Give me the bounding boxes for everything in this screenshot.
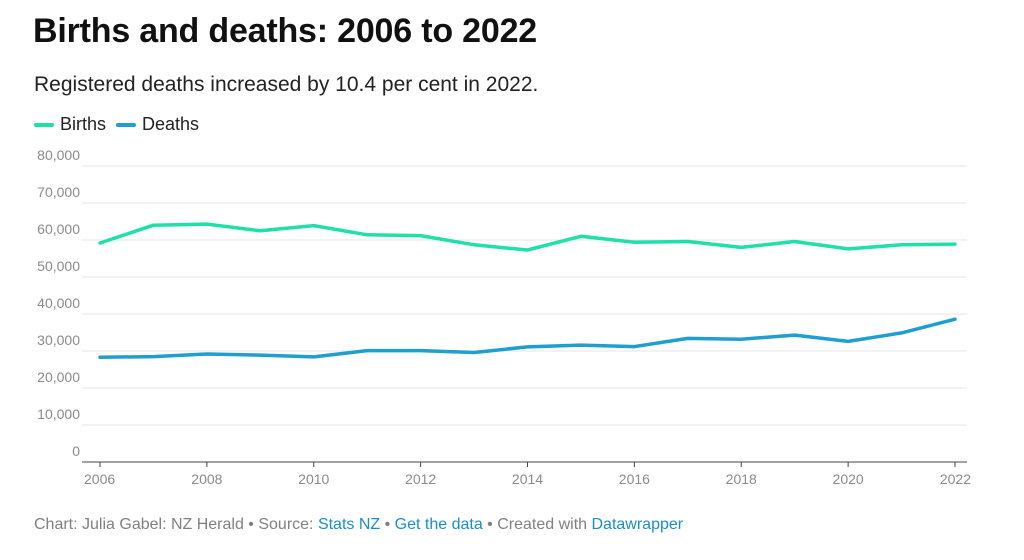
series-line-births (98, 222, 957, 252)
y-tick-label: 10,000 (37, 406, 80, 422)
y-tick-label: 60,000 (37, 221, 80, 237)
y-tick-label: 0 (72, 443, 80, 459)
footer-created-with: • Created with (482, 516, 592, 533)
y-tick-label: 50,000 (37, 258, 80, 274)
line-chart: 0 10,000 20,000 30,000 40,000 50,000 60,000 70,… (37, 150, 971, 487)
y-tick-label: 40,000 (37, 295, 80, 311)
y-tick-label: 20,000 (37, 369, 80, 385)
legend-item-deaths: Deaths (116, 114, 199, 135)
legend-swatch-deaths (116, 122, 137, 127)
y-tick-label: 80,000 (37, 150, 80, 163)
chart-legend: Births Deaths (34, 114, 209, 135)
x-tick-label: 2012 (405, 471, 436, 487)
footer-credit: Chart: Julia Gabel: NZ Herald • Source: (34, 516, 318, 533)
datawrapper-link[interactable]: Datawrapper (591, 516, 684, 533)
x-tick-label: 2018 (726, 471, 757, 487)
x-tick-label: 2020 (833, 471, 864, 487)
x-tick-label: 2006 (84, 471, 115, 487)
x-tick-label: 2010 (298, 471, 329, 487)
chart-subtitle: Registered deaths increased by 10.4 per … (34, 73, 539, 96)
x-tick-label: 2008 (191, 471, 222, 487)
chart-footer: Chart: Julia Gabel: NZ Herald • Source: … (34, 516, 683, 534)
y-tick-label: 30,000 (37, 332, 80, 348)
source-link[interactable]: Stats NZ (317, 516, 381, 533)
x-tick-label: 2022 (940, 471, 971, 487)
series-line-deaths (98, 317, 957, 360)
legend-label-deaths: Deaths (142, 114, 200, 134)
legend-swatch-births (34, 122, 54, 127)
footer-separator: • (380, 516, 395, 533)
x-tick-label: 2014 (512, 471, 543, 487)
chart-title: Births and deaths: 2006 to 2022 (33, 12, 537, 50)
legend-item-births: Births (34, 114, 106, 135)
legend-label-births: Births (60, 114, 107, 134)
x-tick-label: 2016 (619, 471, 650, 487)
y-tick-label: 70,000 (37, 184, 80, 200)
get-data-link[interactable]: Get the data (394, 516, 483, 533)
